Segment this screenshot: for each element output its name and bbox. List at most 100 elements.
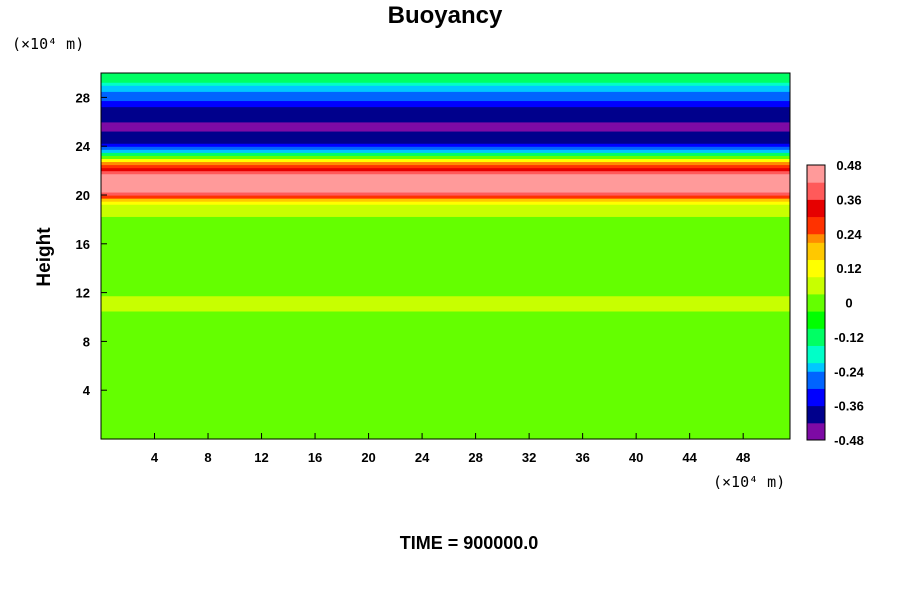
colorbar-swatch [807,233,825,243]
heatmap-band [101,210,790,214]
colorbar-swatch [807,319,825,329]
colorbar-swatch [807,302,825,312]
heatmap-band [101,329,790,333]
colorbar-swatch [807,225,825,235]
heatmap-band [101,146,790,150]
heatmap-band [101,259,790,263]
heatmap-band [101,121,790,126]
time-annotation: TIME = 900000.0 [400,533,539,553]
heatmap-band [101,323,790,327]
heatmap-band [101,143,790,147]
heatmap-band [101,402,790,407]
heatmap-band [101,408,790,413]
x-tick-label: 48 [736,450,750,465]
heatmap-band [101,228,790,233]
colorbar-swatch [807,388,825,398]
heatmap-band [101,295,790,300]
heatmap-band [101,152,790,156]
heatmap-band [101,426,790,431]
heatmap-band [101,277,790,281]
x-tick-label: 4 [151,450,159,465]
heatmap-band [101,201,790,205]
heatmap-band [101,289,790,294]
heatmap-band [101,195,790,199]
x-axis: 4 8 12 16 20 24 28 32 36 40 44 48 [151,433,750,465]
y-axis-label: Height [34,227,55,287]
x-tick-label: 44 [682,450,697,465]
heatmap-band [101,225,790,230]
colorbar-swatch [807,242,825,252]
heatmap-band [101,317,790,321]
x-tick-label: 36 [575,450,589,465]
heatmap-band [101,100,790,105]
heatmap-band [101,432,790,437]
colorbar-swatch [807,165,825,175]
colorbar-swatch [807,371,825,381]
heatmap-band [101,344,790,349]
colorbar-swatch [807,268,825,278]
x-tick-label: 28 [468,450,482,465]
heatmap-band [101,94,790,98]
colorbar-swatch [807,216,825,226]
x-tick-label: 8 [204,450,211,465]
heatmap-band [101,179,790,184]
y-unit-label: (×10⁴ m) [12,35,84,53]
heatmap-band [101,353,790,358]
heatmap-band [101,127,790,132]
colorbar-swatch [807,336,825,346]
heatmap-band [101,396,790,400]
x-unit-label: (×10⁴ m) [713,473,785,491]
heatmap-band [101,140,790,144]
heatmap-band [101,374,790,379]
colorbar-tick-label: 0.48 [836,158,861,173]
x-tick-label: 32 [522,450,536,465]
plot-frame [100,72,791,440]
heatmap-band [101,237,790,242]
colorbar-swatch [807,328,825,338]
heatmap-band [101,249,790,254]
colorbar-tick-label: -0.36 [834,399,864,414]
heatmap-band [101,280,790,285]
heatmap-band [101,387,790,391]
heatmap-band [101,429,790,434]
colorbar-swatch [807,190,825,200]
colorbar-swatch [807,379,825,389]
heatmap-band [101,134,790,138]
heatmap-band [101,176,790,181]
heatmap-band [101,371,790,376]
heatmap-band [101,405,790,410]
heatmap-band [101,271,790,275]
heatmap-band [101,298,790,303]
colorbar-swatch [807,293,825,303]
heatmap-band [101,109,790,114]
colorbar-swatch [807,199,825,209]
colorbar-swatch [807,431,825,441]
heatmap-band [101,252,790,257]
colorbar-swatch [807,414,825,424]
heatmap-band [101,356,790,361]
heatmap-band [101,411,790,416]
heatmap-band [101,158,790,163]
colorbar-tick-label: 0.24 [836,227,862,242]
heatmap-band [101,378,790,382]
x-tick-label: 40 [629,450,643,465]
colorbar-swatch [807,397,825,407]
heatmap-band [101,332,790,336]
heatmap-band [101,362,790,367]
heatmap-band [101,188,790,193]
heatmap-band [101,384,790,388]
heatmap-band [101,97,790,102]
heatmap-band [101,307,790,312]
heatmap-band [101,185,790,190]
y-axis: 4 8 12 16 20 24 28 [76,90,107,398]
x-tick-label: 12 [254,450,268,465]
heatmap-band [101,256,790,260]
heatmap-band [101,246,790,251]
heatmap-band [101,390,790,394]
colorbar-tick-label: -0.24 [834,364,864,379]
heatmap-band [101,304,790,309]
heatmap-band [101,320,790,324]
x-tick-label: 24 [415,450,430,465]
heatmap-band [101,350,790,355]
